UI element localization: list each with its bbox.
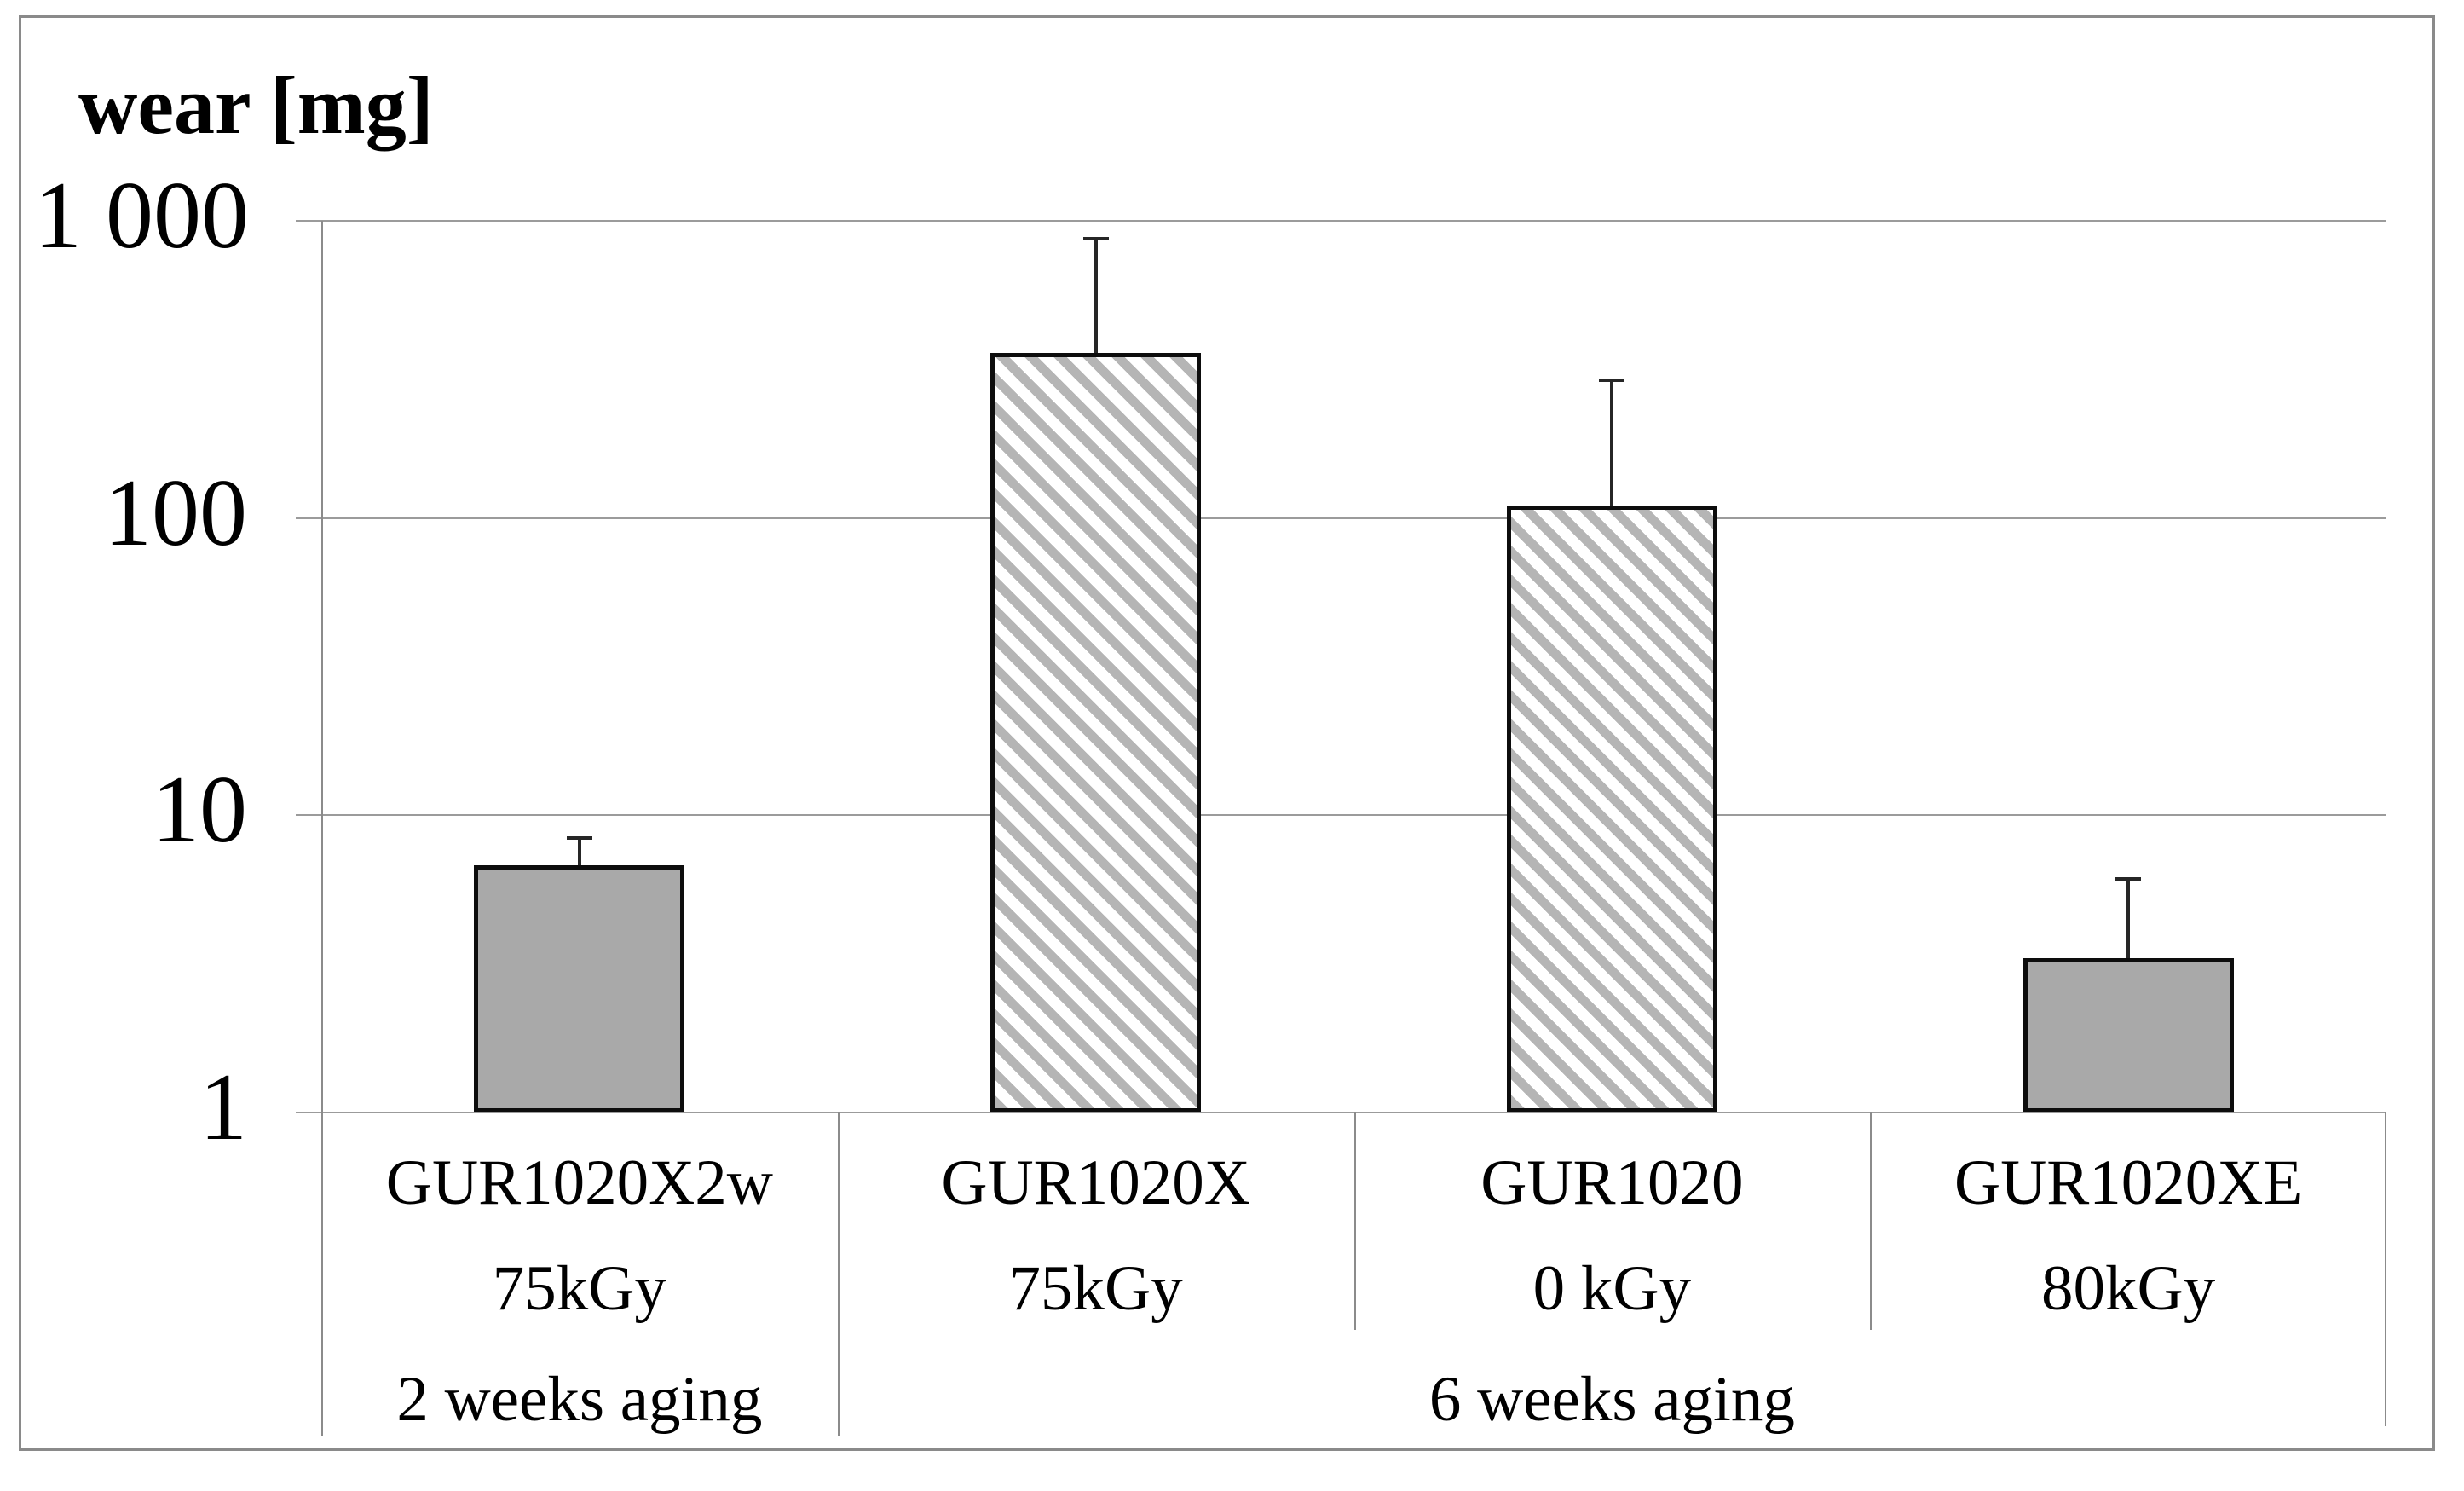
category-separator-3 [1870, 1112, 1873, 1330]
error-bar-cap-GUR1020X [1082, 237, 1109, 241]
category-label-aging-2: 6 weeks aging [1428, 1364, 1795, 1435]
category-label-dose-GUR1020: 0 kGy [1532, 1253, 1692, 1324]
gridline-100 [296, 517, 2386, 519]
y-tick-label-1: 1 [199, 1055, 247, 1160]
gridline-1 [296, 1112, 2386, 1113]
bar-GUR1020X [990, 352, 1202, 1112]
error-bar-GUR1020XE [2126, 879, 2131, 966]
category-label-material-GUR1020: GUR1020 [1480, 1147, 1744, 1218]
bar-GUR1020 [1506, 506, 1717, 1112]
figure-border [19, 15, 2435, 1451]
error-bar-cap-GUR1020XE [2115, 877, 2142, 881]
y-tick-label-10: 10 [152, 757, 247, 864]
category-label-dose-GUR1020XE: 80kGy [2041, 1253, 2216, 1324]
error-bar-GUR1020X2w [577, 837, 581, 872]
chart-title: wear [mg] [78, 60, 434, 151]
bar-GUR1020X2w [474, 864, 685, 1112]
category-separator-1 [837, 1112, 840, 1436]
category-right-edge [2385, 1112, 2386, 1426]
gridline-10 [296, 814, 2386, 817]
category-separator-2 [1353, 1112, 1356, 1330]
category-label-material-GUR1020X2w: GUR1020X2w [385, 1147, 773, 1218]
error-bar-GUR1020 [1610, 380, 1614, 513]
y-axis-line [321, 221, 323, 1436]
category-label-aging-1: 2 weeks aging [396, 1364, 763, 1435]
category-label-material-GUR1020X: GUR1020X [941, 1147, 1250, 1218]
category-label-dose-GUR1020X: 75kGy [1008, 1253, 1183, 1324]
y-tick-label-1000: 1 000 [34, 163, 249, 269]
error-bar-GUR1020X [1094, 239, 1098, 360]
category-label-dose-GUR1020X2w: 75kGy [492, 1253, 666, 1324]
y-tick-label-100: 100 [104, 459, 247, 566]
error-bar-cap-GUR1020X2w [566, 835, 592, 840]
gridline-1000 [296, 220, 2386, 222]
error-bar-cap-GUR1020 [1599, 379, 1625, 383]
category-label-material-GUR1020XE: GUR1020XE [1953, 1147, 2303, 1218]
bar-GUR1020XE [2023, 958, 2234, 1112]
